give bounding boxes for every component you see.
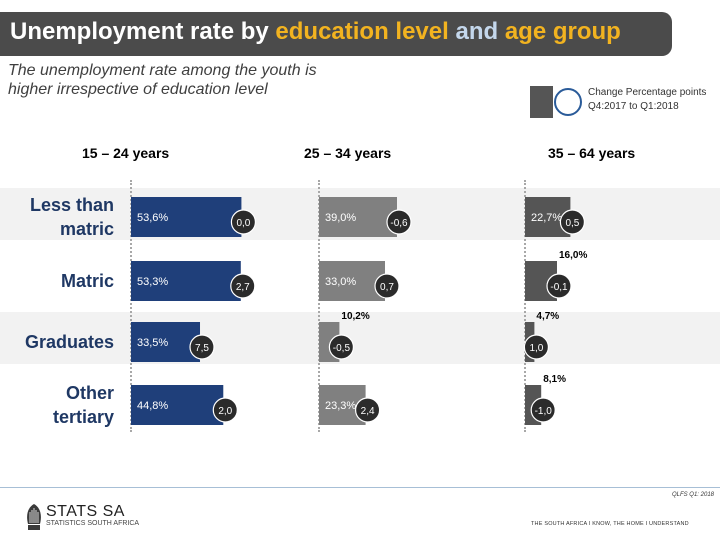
title-part-1: Unemployment rate by [10, 18, 276, 45]
column-header-15-24: 15 – 24 years [82, 145, 170, 161]
value-label: 23,3% [325, 400, 356, 412]
value-label: 39,0% [325, 212, 356, 224]
value-label: 33,5% [137, 337, 168, 349]
bar [131, 261, 241, 301]
change-circle [374, 273, 400, 299]
change-label: 2,4 [361, 406, 375, 417]
legend-swatch [530, 86, 553, 118]
change-circle [546, 273, 572, 299]
title-part-3: and [448, 18, 505, 45]
change-label: 2,7 [236, 282, 250, 293]
change-circle [386, 209, 412, 235]
change-circle [328, 334, 354, 360]
title-part-4: age group [504, 18, 621, 45]
axis-15-24 [130, 180, 132, 432]
value-label: 53,3% [137, 276, 168, 288]
value-label: 22,7% [531, 212, 562, 224]
change-label: 0,5 [565, 218, 579, 229]
row-label: Other tertiary [53, 381, 114, 429]
bar [131, 322, 201, 362]
row-label-line: Graduates [24, 332, 114, 352]
row-label-line: Other [65, 383, 114, 403]
title-bar [0, 12, 672, 56]
value-label: 33,0% [325, 276, 356, 288]
change-label: -0,5 [333, 343, 351, 354]
change-label: 2,0 [218, 406, 232, 417]
change-circle [212, 397, 238, 423]
change-label: 0,7 [380, 282, 394, 293]
tagline: THE SOUTH AFRICA I KNOW, THE HOME I UNDE… [531, 521, 689, 527]
change-label: -0,6 [390, 218, 408, 229]
subtitle: The unemployment rate among the youth is… [8, 62, 317, 98]
value-label: 10,2% [341, 311, 369, 322]
legend-text: Change Percentage points Q4:2017 to Q1:2… [588, 86, 706, 114]
row-band-graduates [0, 312, 720, 364]
value-label: 4,7% [536, 311, 559, 322]
title-part-2: education level [275, 18, 449, 45]
value-label: 8,1% [543, 374, 566, 385]
change-circle [355, 397, 381, 423]
change-circle [559, 209, 586, 235]
bar [131, 197, 242, 237]
row-label-line: matric [59, 219, 114, 239]
change-label: 0,0 [236, 218, 250, 229]
row-label-line: tertiary [52, 407, 114, 427]
change-circle [189, 334, 215, 360]
row-label: Graduates [25, 330, 114, 354]
legend-line-2: Q4:2017 to Q1:2018 [588, 101, 679, 112]
axis-35-64 [524, 180, 526, 432]
logo-name: STATS SA [46, 503, 125, 520]
column-header-25-34: 25 – 34 years [304, 145, 392, 161]
row-label-line: Less than [29, 195, 114, 215]
axis-25-34 [318, 180, 320, 432]
row-label-line: Matric [60, 271, 114, 291]
logo-subtitle: STATISTICS SOUTH AFRICA [46, 520, 140, 527]
value-label: 44,8% [137, 400, 168, 412]
bar [319, 261, 385, 301]
bar [319, 197, 397, 237]
stats-sa-logo-icon [27, 504, 41, 530]
legend-line-1: Change Percentage points [588, 87, 707, 98]
row-label: Less than matric [30, 193, 114, 241]
value-label: 16,0% [559, 250, 587, 261]
bar [131, 385, 224, 425]
footer-divider [0, 487, 720, 488]
change-label: 7,5 [195, 343, 209, 354]
column-header-35-64: 35 – 64 years [548, 145, 636, 161]
change-label: 1,0 [529, 343, 543, 354]
legend-change-circle [554, 88, 582, 116]
page-title: Unemployment rate by education level and… [10, 18, 621, 46]
change-circle [523, 334, 550, 360]
change-circle [230, 273, 256, 299]
value-label: 53,6% [137, 212, 168, 224]
change-circle [530, 397, 556, 423]
change-label: -1,0 [535, 406, 553, 417]
change-label: -0,1 [550, 282, 568, 293]
row-label: Matric [61, 269, 114, 293]
change-circle [230, 209, 257, 235]
source-note: QLFS Q1: 2018 [671, 492, 714, 498]
